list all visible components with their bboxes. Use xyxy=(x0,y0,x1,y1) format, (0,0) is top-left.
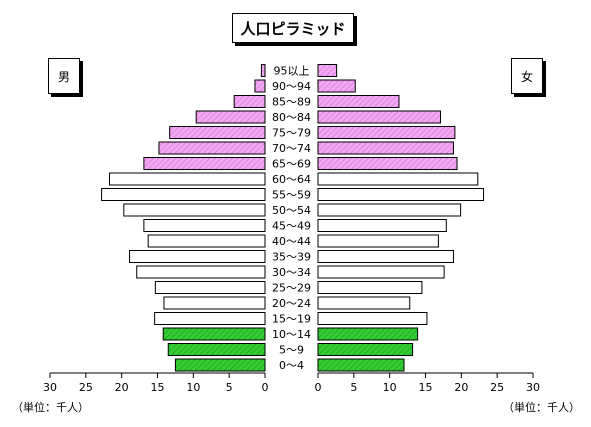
age-label-14: 70～74 xyxy=(272,142,311,155)
age-label-13: 65～69 xyxy=(272,158,311,171)
bar-male-9 xyxy=(143,219,266,232)
bar-female-15 xyxy=(317,126,456,139)
age-label-4: 20～24 xyxy=(272,297,311,310)
bar-male-11 xyxy=(101,188,266,201)
unit-label-right: （単位：千人） xyxy=(503,401,580,414)
bar-male-17 xyxy=(233,95,266,108)
age-label-10: 50～54 xyxy=(272,204,311,217)
bar-female-7 xyxy=(317,250,454,263)
male-tick-label-30: 30 xyxy=(43,381,57,394)
female-tick-label-30: 30 xyxy=(526,381,540,394)
bar-female-5 xyxy=(317,281,423,294)
bar-male-1 xyxy=(167,343,266,356)
bar-male-15 xyxy=(169,126,266,139)
age-label-19: 95以上 xyxy=(274,65,310,78)
bar-male-7 xyxy=(129,250,266,263)
age-label-0: 0～4 xyxy=(279,359,304,372)
chart-title: 人口ピラミッド xyxy=(232,13,354,43)
male-tick-label-10: 10 xyxy=(186,381,200,394)
bar-male-10 xyxy=(123,203,266,217)
bar-female-2 xyxy=(317,327,419,341)
age-label-8: 40～44 xyxy=(272,235,311,248)
age-label-18: 90～94 xyxy=(272,80,311,93)
male-tick-label-5: 5 xyxy=(226,381,233,394)
unit-label-left: （単位：千人） xyxy=(12,401,89,414)
male-tick-label-25: 25 xyxy=(79,381,93,394)
bar-female-4 xyxy=(317,296,411,310)
bar-male-13 xyxy=(143,157,266,170)
bar-female-18 xyxy=(317,79,356,93)
age-label-3: 15～19 xyxy=(272,313,311,326)
bar-female-1 xyxy=(317,343,414,356)
bar-female-3 xyxy=(317,312,428,325)
bar-male-5 xyxy=(154,281,266,294)
age-label-12: 60～64 xyxy=(272,173,311,186)
female-tick-label-0: 0 xyxy=(315,381,322,394)
bar-female-14 xyxy=(317,141,454,155)
age-label-16: 80～84 xyxy=(272,111,311,124)
female-tick-label-20: 20 xyxy=(454,381,468,394)
bar-male-12 xyxy=(108,172,266,186)
age-label-6: 30～34 xyxy=(272,266,311,279)
age-label-5: 25～29 xyxy=(272,282,311,295)
female-bars xyxy=(317,64,485,372)
male-axis: 30 25 20 15 10 5 0 xyxy=(43,372,269,394)
age-label-15: 75～79 xyxy=(272,127,311,140)
bar-male-8 xyxy=(147,234,266,248)
bar-female-12 xyxy=(317,172,479,186)
bar-female-9 xyxy=(317,219,447,232)
female-tick-label-15: 15 xyxy=(419,381,433,394)
male-tick-label-15: 15 xyxy=(151,381,165,394)
female-axis: 30 25 20 15 10 5 0 xyxy=(315,372,540,394)
bar-female-19 xyxy=(317,64,338,77)
bar-female-11 xyxy=(317,188,485,201)
age-labels: 0～4 5～9 10～14 15～19 20～24 25～29 30～34 35～39 40～4… xyxy=(272,65,311,373)
age-label-2: 10～14 xyxy=(272,328,311,341)
female-label: 女 xyxy=(511,58,543,94)
male-tick-label-20: 20 xyxy=(115,381,129,394)
bar-female-8 xyxy=(317,234,439,248)
bar-female-10 xyxy=(317,203,462,217)
bar-female-17 xyxy=(317,95,400,108)
bar-female-0 xyxy=(317,358,405,372)
female-tick-label-25: 25 xyxy=(490,381,504,394)
age-label-17: 85～89 xyxy=(272,96,311,109)
male-label: 男 xyxy=(48,58,80,94)
bar-male-16 xyxy=(195,110,266,124)
bar-male-19 xyxy=(260,64,266,77)
bar-male-3 xyxy=(154,312,266,325)
bar-female-16 xyxy=(317,110,442,124)
bar-male-2 xyxy=(162,327,266,341)
female-tick-label-10: 10 xyxy=(383,381,397,394)
bar-male-18 xyxy=(254,79,266,93)
male-tick-label-0: 0 xyxy=(262,381,269,394)
bar-male-0 xyxy=(174,358,266,372)
male-bars xyxy=(101,64,266,372)
age-label-9: 45～49 xyxy=(272,220,311,233)
age-label-7: 35～39 xyxy=(272,251,311,264)
bar-male-14 xyxy=(158,141,266,155)
age-label-11: 55～59 xyxy=(272,189,311,202)
bar-female-6 xyxy=(317,265,445,279)
bar-male-6 xyxy=(136,265,266,279)
age-label-1: 5～9 xyxy=(279,344,304,357)
bar-male-4 xyxy=(163,296,266,310)
bar-female-13 xyxy=(317,157,458,170)
female-tick-label-5: 5 xyxy=(350,381,357,394)
